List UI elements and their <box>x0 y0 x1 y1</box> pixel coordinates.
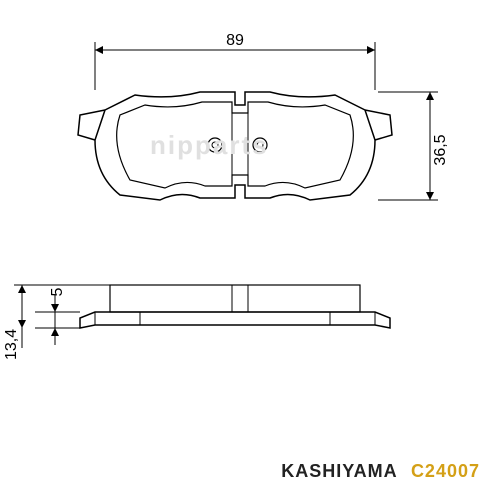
brand-label: KASHIYAMA C24007 <box>281 461 480 482</box>
dimension-height: 36,5 <box>378 92 449 200</box>
dimension-width: 89 <box>95 32 375 90</box>
part-number: C24007 <box>411 461 480 481</box>
side-view <box>80 285 390 328</box>
front-view <box>78 92 392 200</box>
dim-thick-inner-text: 5 <box>49 287 66 296</box>
dim-width-text: 89 <box>226 32 244 49</box>
brand-name: KASHIYAMA <box>281 461 397 481</box>
dim-thick-total-text: 13,4 <box>3 329 20 360</box>
dimension-thickness-inner: 5 <box>35 287 80 345</box>
drawing-svg: 89 36,5 <box>0 0 500 500</box>
technical-drawing: 89 36,5 <box>0 0 500 500</box>
dim-height-text: 36,5 <box>432 134 449 165</box>
